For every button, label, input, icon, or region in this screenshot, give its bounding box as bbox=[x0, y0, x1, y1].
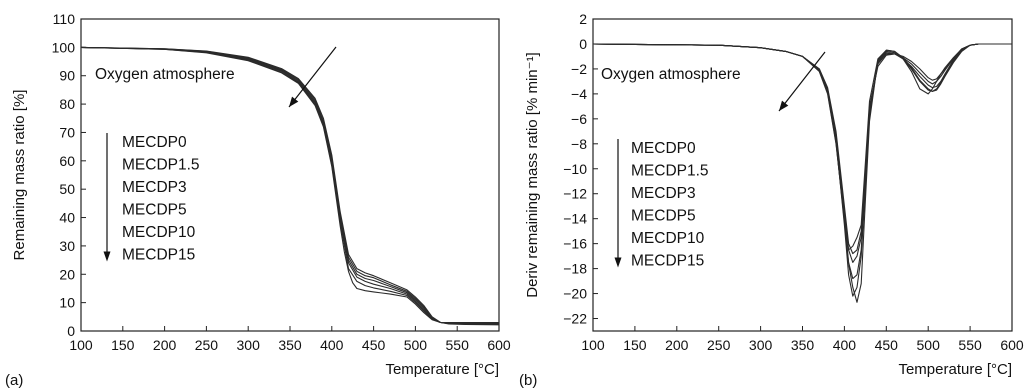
y-tick-label: 40 bbox=[59, 210, 75, 226]
x-tick-label: 200 bbox=[153, 337, 177, 353]
x-tick-label: 400 bbox=[320, 337, 344, 353]
y-tick-label: 70 bbox=[59, 124, 75, 140]
x-tick-label: 550 bbox=[958, 337, 982, 353]
y-tick-label: 100 bbox=[52, 39, 76, 55]
y-tick-label: 60 bbox=[59, 153, 75, 169]
x-tick-label: 150 bbox=[111, 337, 135, 353]
y-tick-label: −16 bbox=[563, 236, 587, 252]
x-tick-label: 350 bbox=[791, 337, 815, 353]
trend-arrow-head bbox=[779, 100, 789, 111]
y-tick-label: 2 bbox=[579, 11, 587, 27]
y-tick-label: 90 bbox=[59, 68, 75, 84]
x-axis-title: Temperature [°C] bbox=[385, 361, 499, 378]
y-tick-label: −14 bbox=[563, 211, 587, 227]
legend-entry: MECDP3 bbox=[631, 185, 696, 202]
x-tick-label: 500 bbox=[404, 337, 428, 353]
y-tick-label: 0 bbox=[579, 36, 587, 52]
legend-entry: MECDP5 bbox=[122, 202, 187, 219]
x-tick-label: 300 bbox=[237, 337, 261, 353]
y-tick-label: −4 bbox=[571, 86, 587, 102]
y-tick-label: 110 bbox=[53, 11, 76, 27]
x-tick-label: 300 bbox=[749, 337, 773, 353]
annotation-text: Oxygen atmosphere bbox=[95, 66, 235, 83]
x-tick-label: 200 bbox=[665, 337, 689, 353]
y-tick-label: −12 bbox=[563, 186, 587, 202]
trend-arrow-line bbox=[778, 51, 826, 112]
y-axis-title: Deriv remaining mass ratio [% min⁻¹] bbox=[524, 52, 541, 297]
x-tick-label: 100 bbox=[69, 337, 93, 353]
y-tick-label: −18 bbox=[563, 261, 587, 277]
x-tick-label: 400 bbox=[833, 337, 857, 353]
chart-panel-1: 100 150 200 250 300 350 400 450 500 550 600 0 10 20 30… bbox=[5, 11, 511, 389]
x-tick-label: 450 bbox=[875, 337, 899, 353]
chart-panel-2: 100 150 200 250 300 350 400 450 500 550 600 2 0 −2 −4 −… bbox=[519, 11, 1024, 389]
y-tick-label: −2 bbox=[571, 61, 587, 77]
legend-entry: MECDP10 bbox=[631, 230, 705, 247]
trend-arrow-head bbox=[289, 96, 299, 107]
legend-entry: MECDP1.5 bbox=[631, 163, 709, 180]
y-tick-label: 50 bbox=[59, 181, 75, 197]
x-tick-label: 250 bbox=[195, 337, 219, 353]
legend-entry: MECDP3 bbox=[122, 179, 187, 196]
y-tick-label: −6 bbox=[571, 111, 587, 127]
x-tick-label: 450 bbox=[362, 337, 386, 353]
legend-arrow-head bbox=[103, 251, 111, 262]
x-tick-label: 100 bbox=[581, 337, 605, 353]
y-tick-label: 30 bbox=[59, 238, 75, 254]
x-tick-label: 600 bbox=[1000, 337, 1024, 353]
y-tick-label: 0 bbox=[67, 323, 75, 339]
legend-entry: MECDP0 bbox=[122, 134, 187, 151]
annotation-text: Oxygen atmosphere bbox=[601, 66, 741, 83]
trend-arrow-line bbox=[288, 46, 337, 108]
legend-entry: MECDP15 bbox=[122, 247, 195, 264]
x-tick-label: 550 bbox=[446, 337, 470, 353]
series-line-6 bbox=[593, 43, 1012, 251]
panel-label: (a) bbox=[5, 372, 23, 389]
y-tick-label: 20 bbox=[59, 266, 75, 282]
x-tick-label: 350 bbox=[278, 337, 302, 353]
y-axis-title: Remaining mass ratio [%] bbox=[11, 90, 28, 261]
legend-entry: MECDP5 bbox=[631, 208, 696, 225]
legend-entry: MECDP10 bbox=[122, 224, 196, 241]
x-tick-label: 150 bbox=[623, 337, 647, 353]
x-axis-title: Temperature [°C] bbox=[898, 361, 1012, 378]
legend-entry: MECDP0 bbox=[631, 140, 696, 157]
series-line-6 bbox=[81, 46, 499, 324]
y-tick-label: 80 bbox=[59, 96, 75, 112]
x-tick-label: 250 bbox=[707, 337, 731, 353]
y-tick-label: −10 bbox=[563, 161, 587, 177]
legend-arrow-head bbox=[614, 257, 622, 268]
x-tick-label: 500 bbox=[917, 337, 941, 353]
x-tick-label: 600 bbox=[487, 337, 511, 353]
y-tick-label: −22 bbox=[563, 311, 587, 327]
y-tick-label: 10 bbox=[59, 295, 75, 311]
panel-label: (b) bbox=[519, 372, 537, 389]
y-tick-label: −20 bbox=[563, 286, 587, 302]
legend-entry: MECDP1.5 bbox=[122, 157, 200, 174]
y-tick-label: −8 bbox=[571, 136, 587, 152]
legend-entry: MECDP15 bbox=[631, 253, 704, 270]
